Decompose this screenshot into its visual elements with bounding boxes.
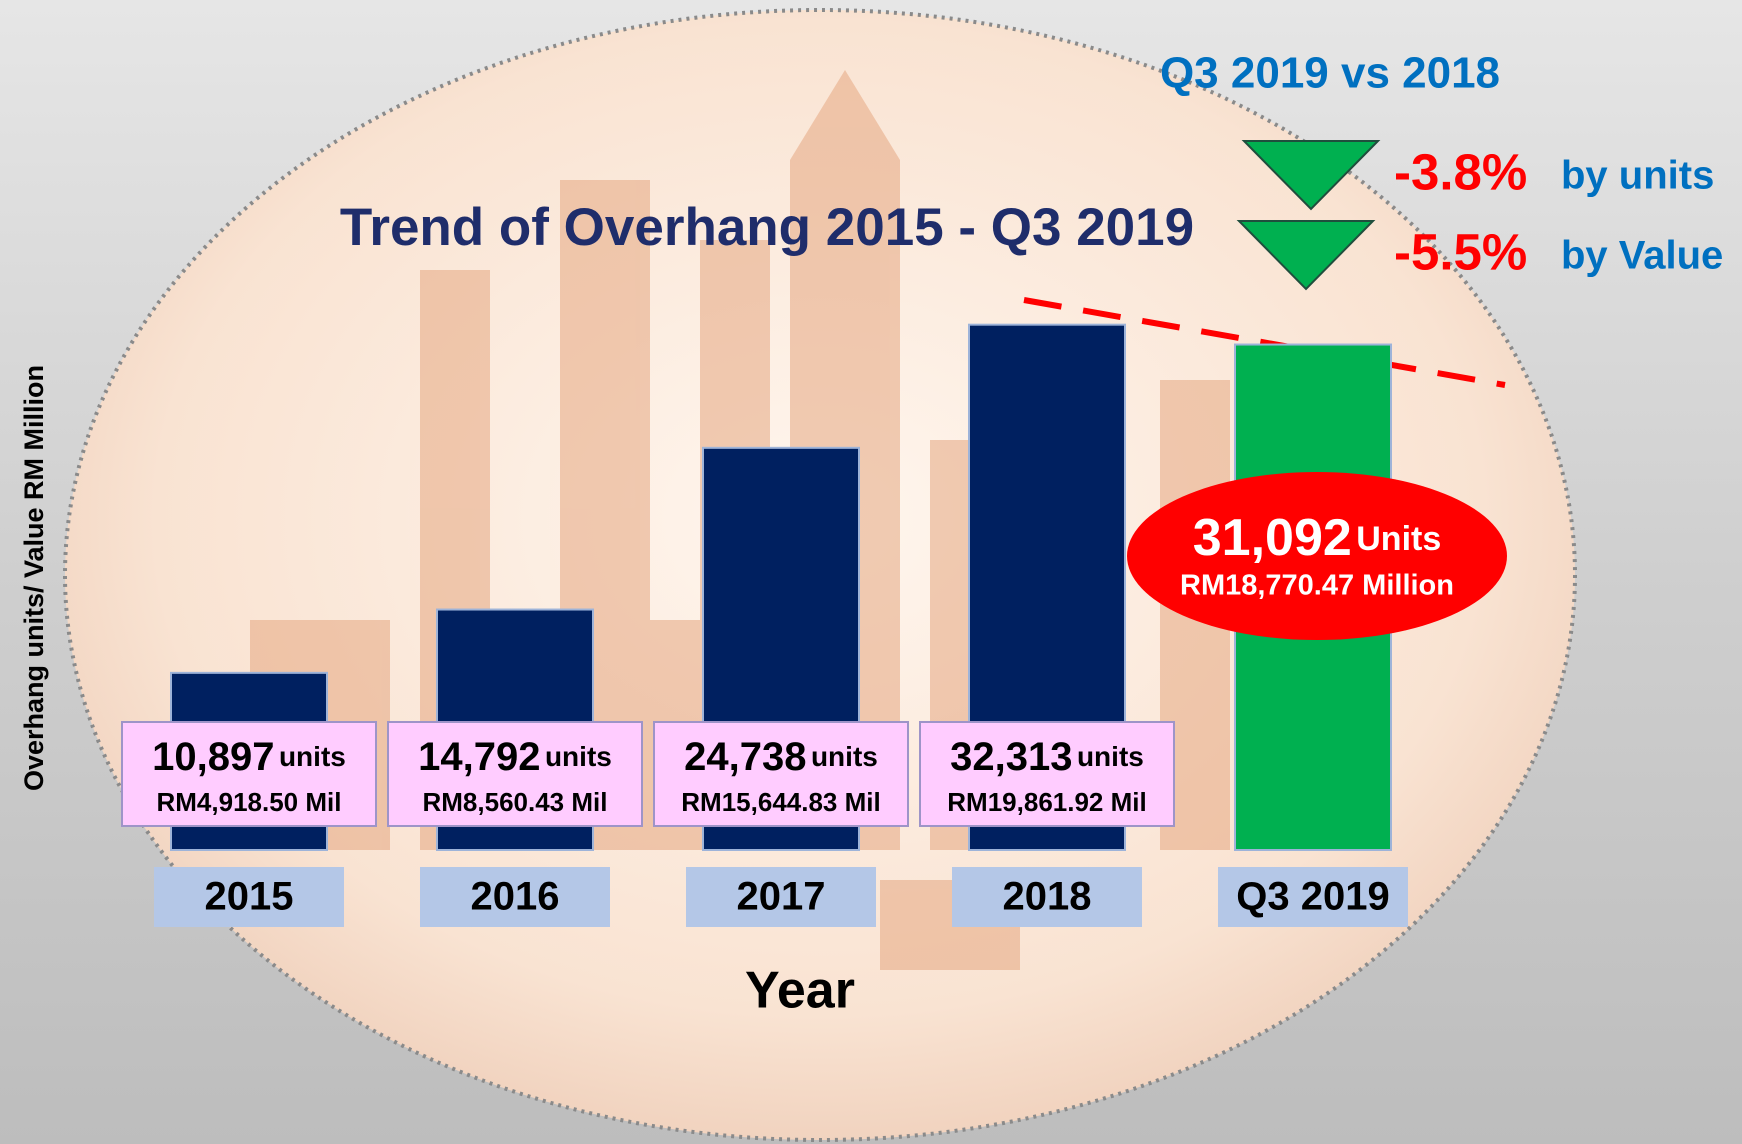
unit-label: Units (1356, 520, 1441, 558)
x-tick-label: 2016 (471, 875, 560, 919)
value-label: 24,738 units (684, 735, 878, 779)
chart-title: Trend of Overhang 2015 - Q3 2019 (340, 198, 1194, 257)
category-box (952, 867, 1142, 927)
label-box (387, 721, 643, 827)
unit-label: units (545, 741, 612, 772)
x-tick-label: 2017 (737, 875, 826, 919)
value-label: RM8,560.43 Mil (423, 787, 608, 817)
change-text: by Value (1561, 234, 1723, 278)
value-number: 31,092 (1193, 509, 1352, 567)
value-number: 14,792 (418, 735, 540, 779)
value-label: 31,092 Units (1193, 509, 1442, 567)
change-text: by units (1561, 154, 1714, 198)
label-box (919, 721, 1175, 827)
value-label: RM4,918.50 Mil (157, 787, 342, 817)
category-box (154, 867, 344, 927)
value-number: 24,738 (684, 735, 806, 779)
x-axis-label: Year (745, 962, 855, 1020)
comparison-heading: Q3 2019 vs 2018 (1160, 49, 1500, 98)
y-axis-label: Overhang units/ Value RM Million (19, 365, 49, 791)
value-label: 14,792 units (418, 735, 612, 779)
unit-label: units (1077, 741, 1144, 772)
label-box (653, 721, 909, 827)
category-box (1218, 867, 1408, 927)
change-value: -3.8% (1394, 143, 1527, 200)
value-label: RM15,644.83 Mil (681, 787, 880, 817)
unit-label: units (279, 741, 346, 772)
change-triangle (1236, 220, 1376, 291)
value-number: 10,897 (152, 735, 274, 779)
value-label: 32,313 units (950, 735, 1144, 779)
label-box (121, 721, 377, 827)
unit-label: units (811, 741, 878, 772)
x-tick-label: 2015 (205, 875, 294, 919)
x-tick-label: 2018 (1003, 875, 1092, 919)
category-box (420, 867, 610, 927)
value-label: 10,897 units (152, 735, 346, 779)
value-label: RM18,770.47 Million (1180, 570, 1454, 602)
category-box (686, 867, 876, 927)
change-triangle (1241, 140, 1381, 211)
x-tick-label: Q3 2019 (1236, 875, 1389, 919)
change-value: -5.5% (1394, 223, 1527, 280)
value-number: 32,313 (950, 735, 1072, 779)
callout (1127, 472, 1507, 640)
trend-line (1023, 297, 1506, 388)
value-label: RM19,861.92 Mil (947, 787, 1146, 817)
